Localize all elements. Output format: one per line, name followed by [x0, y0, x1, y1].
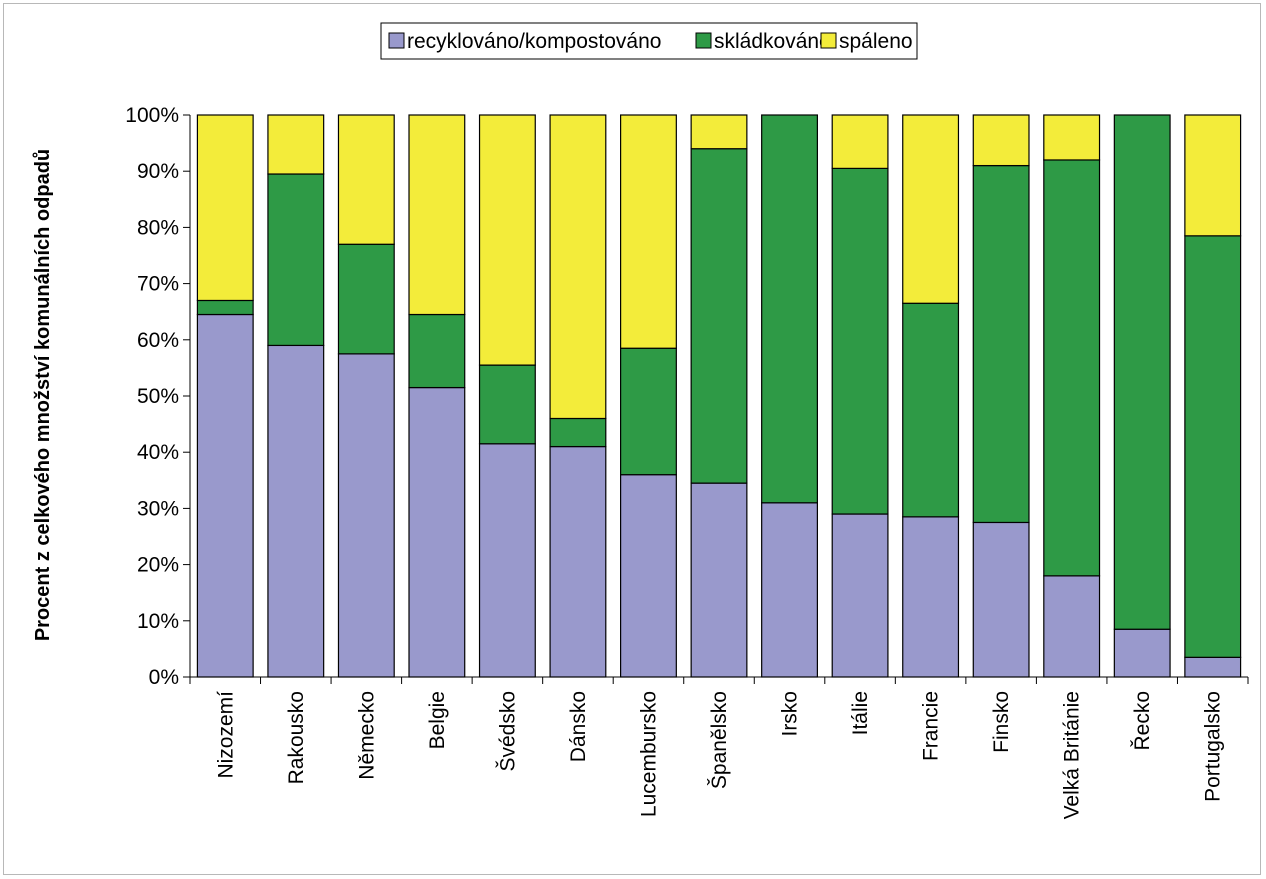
- bar-segment: [831, 167, 889, 515]
- bar-segment: [1184, 656, 1242, 678]
- x-category-label: Švédsko: [496, 691, 519, 772]
- bar-segment: [831, 114, 889, 169]
- x-category-label: Francie: [920, 691, 943, 761]
- legend-swatch-landfilled: [695, 32, 712, 49]
- y-tick-label: 10%: [137, 610, 179, 633]
- bar-segment: [549, 114, 607, 420]
- bar-segment: [690, 482, 748, 678]
- bar-segment: [408, 114, 466, 316]
- bar-segment: [1113, 114, 1171, 630]
- x-category-label: Portugalsko: [1202, 691, 1225, 802]
- x-category-label: Dánsko: [567, 691, 590, 762]
- bar-segment: [478, 114, 536, 366]
- bar-segment: [690, 114, 748, 150]
- bar-segment: [267, 173, 325, 347]
- bar-segment: [408, 313, 466, 389]
- legend-swatch-recycled: [388, 32, 405, 49]
- y-tick-label: 80%: [137, 216, 179, 239]
- bar-segment: [1184, 235, 1242, 658]
- bar-segment: [196, 114, 254, 302]
- y-axis-title: Procent z celkového množství komunálních…: [32, 149, 54, 641]
- x-category-label: Itálie: [849, 691, 872, 735]
- bar-segment: [1043, 114, 1101, 161]
- x-category-label: Belgie: [426, 691, 449, 749]
- legend-swatch-incinerated: [820, 32, 837, 49]
- bar-segment: [620, 347, 677, 476]
- bar-segment: [1113, 628, 1171, 678]
- x-category-label: Finsko: [990, 691, 1013, 753]
- y-tick-label: 20%: [137, 554, 179, 577]
- x-category-label: Nizozemí: [214, 691, 237, 779]
- y-tick-label: 50%: [137, 385, 179, 408]
- bar-segment: [408, 386, 466, 678]
- x-axis: Nizozemí Rakousko Německo Belgie Švédsko Dáns…: [189, 676, 1249, 819]
- x-category-label: Rakousko: [285, 691, 308, 784]
- bar-segment: [761, 114, 818, 504]
- bar-segment: [549, 417, 607, 448]
- bars: [196, 114, 1242, 678]
- x-category-label: Lucembursko: [637, 691, 660, 817]
- bar-segment: [831, 513, 889, 678]
- y-tick-label: 40%: [137, 441, 179, 464]
- bar-segment: [478, 443, 536, 678]
- bar-segment: [902, 114, 960, 304]
- bar-segment: [478, 364, 536, 445]
- y-tick-label: 70%: [137, 273, 179, 296]
- bar-segment: [337, 114, 395, 245]
- y-tick-label: 90%: [137, 160, 179, 183]
- bar-segment: [337, 353, 395, 678]
- y-tick-label: 30%: [137, 497, 179, 520]
- y-tick-label: 100%: [125, 104, 179, 127]
- bar-segment: [267, 344, 325, 678]
- bar-segment: [972, 114, 1030, 167]
- legend-label-recycled: recyklováno/kompostováno: [407, 30, 661, 53]
- bar-segment: [620, 114, 677, 349]
- bar-segment: [1043, 575, 1101, 678]
- bar-segment: [761, 502, 818, 678]
- bar-segment: [549, 445, 607, 678]
- x-category-label: Německo: [355, 691, 378, 780]
- bar-segment: [972, 164, 1030, 524]
- bar-segment: [972, 521, 1030, 678]
- legend-label-landfilled: skládkováno: [714, 30, 831, 53]
- bar-segment: [1184, 114, 1242, 237]
- legend: recyklováno/kompostováno skládkováno spá…: [380, 22, 918, 60]
- x-category-label: Velká Británie: [1061, 691, 1084, 819]
- x-category-label: Řecko: [1131, 691, 1154, 751]
- bar-segment: [196, 313, 254, 678]
- bar-segment: [196, 299, 254, 316]
- y-tick-label: 0%: [149, 666, 179, 689]
- bar-segment: [337, 243, 395, 355]
- bar-segment: [902, 302, 960, 518]
- y-axis: 0% 10% 20% 30% 40% 50% 60% 70% 80% 90% 100%: [125, 104, 191, 689]
- bar-segment: [267, 114, 325, 175]
- bar-segment: [1043, 159, 1101, 577]
- bar-segment: [690, 148, 748, 484]
- bar-segment: [620, 474, 677, 678]
- x-category-label: Irsko: [779, 691, 802, 737]
- y-tick-label: 60%: [137, 329, 179, 352]
- bar-segment: [902, 516, 960, 678]
- legend-label-incinerated: spáleno: [839, 30, 913, 53]
- x-category-label: Španělsko: [708, 691, 731, 789]
